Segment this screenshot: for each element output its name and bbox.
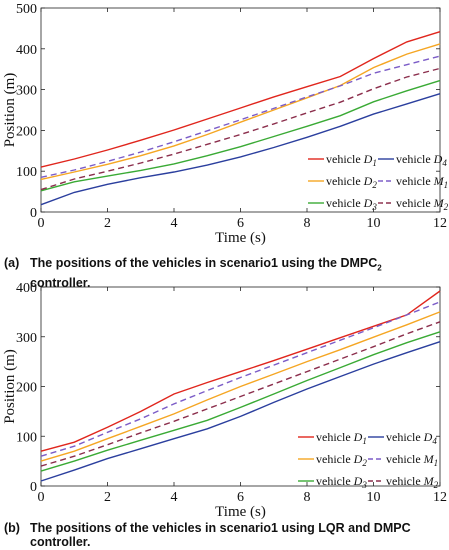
caption-b-tag: (b): [4, 521, 20, 535]
chart-a-y-tick-label: 0: [30, 206, 37, 221]
chart-b-x-tick-label: 2: [104, 490, 111, 505]
caption-b: (b) The positions of the vehicles in scen…: [4, 521, 444, 549]
caption-a-line1: The positions of the vehicles in scenari…: [30, 256, 378, 270]
chart-a-legend-label: vehicle D3: [326, 196, 377, 212]
chart-a-x-axis-label: Time (s): [215, 230, 266, 246]
chart-a: 0 2 4 6 8 10 12 0 100 200 300 400 500 Time (s) Positio…: [2, 2, 449, 246]
chart-a-y-tick-label: 500: [16, 2, 37, 17]
chart-b-legend-label: vehicle D1: [316, 430, 367, 446]
caption-b-line2: controller.: [30, 535, 91, 549]
chart-a-x-tick-label: 12: [433, 216, 447, 231]
chart-b-y-tick-label: 0: [30, 480, 37, 495]
chart-a-legend-label: vehicle D4: [396, 152, 447, 168]
chart-b-y-tick-label: 300: [16, 331, 37, 346]
chart-a-legend-label: vehicle D1: [326, 152, 377, 168]
chart-a-x-tick-label: 10: [367, 216, 381, 231]
chart-a-series-line-d4: [40, 93, 441, 206]
chart-b-x-tick-label: 8: [304, 490, 311, 505]
caption-a-sub: 2: [377, 263, 382, 273]
chart-b-series-line-d3: [40, 331, 441, 472]
chart-b-x-tick-label: 4: [171, 490, 178, 505]
chart-b-series-line-d2: [40, 311, 441, 462]
chart-b-legend-label: vehicle M2: [386, 474, 439, 490]
chart-b: 0 2 4 6 8 10 12 0 100 200 300 400 Time (s) Position (…: [2, 281, 447, 520]
chart-a-x-tick-label: 2: [104, 216, 111, 231]
chart-a-x-tick-label: 8: [304, 216, 311, 231]
chart-b-legend-label: vehicle M1: [386, 452, 438, 468]
chart-a-series-line-d1: [40, 31, 441, 168]
chart-a-series-line-d2: [40, 43, 441, 181]
chart-b-y-axis-label: Position (m): [2, 349, 18, 424]
chart-a-x-tick-label: 0: [38, 216, 45, 231]
chart-a-y-tick-label: 100: [16, 165, 37, 180]
chart-b-x-tick-label: 0: [38, 490, 45, 505]
caption-a-tag: (a): [4, 256, 20, 270]
chart-a-series-line-d3: [40, 79, 441, 192]
chart-a-legend-label: vehicle M2: [396, 196, 449, 212]
chart-b-series-line-m1: [40, 301, 441, 457]
chart-a-y-tick-label: 300: [16, 84, 37, 99]
chart-b-series-line-d1: [40, 290, 441, 452]
chart-a-legend-label: vehicle D2: [326, 174, 377, 190]
chart-b-x-tick-label: 10: [367, 490, 381, 505]
chart-b-series-line-d4: [40, 341, 441, 482]
chart-a-y-tick-label: 400: [16, 43, 37, 58]
chart-a-x-tick-label: 6: [237, 216, 244, 231]
chart-a-y-axis-label: Position (m): [2, 73, 18, 148]
chart-a-y-tick-label: 200: [16, 124, 37, 139]
chart-a-x-tick-label: 4: [171, 216, 178, 231]
caption-b-line1: The positions of the vehicles in scenari…: [30, 521, 411, 535]
chart-b-x-axis-label: Time (s): [215, 504, 266, 520]
caption-a: (a) The positions of the vehicles in scen…: [4, 256, 444, 290]
chart-b-x-tick-label: 12: [433, 490, 447, 505]
chart-b-y-tick-label: 400: [16, 281, 37, 296]
chart-b-series-line-m2: [40, 321, 441, 467]
chart-a-series-line-m2: [40, 67, 441, 191]
chart-b-legend-label: vehicle D2: [316, 452, 367, 468]
chart-b-x-tick-label: 6: [237, 490, 244, 505]
caption-a-line2: controller.: [30, 275, 91, 290]
chart-b-y-tick-label: 100: [16, 430, 37, 445]
chart-b-legend-label: vehicle D4: [386, 430, 437, 446]
chart-b-y-tick-label: 200: [16, 381, 37, 396]
chart-a-legend-label: vehicle M1: [396, 174, 448, 190]
chart-b-legend-label: vehicle D3: [316, 474, 367, 490]
